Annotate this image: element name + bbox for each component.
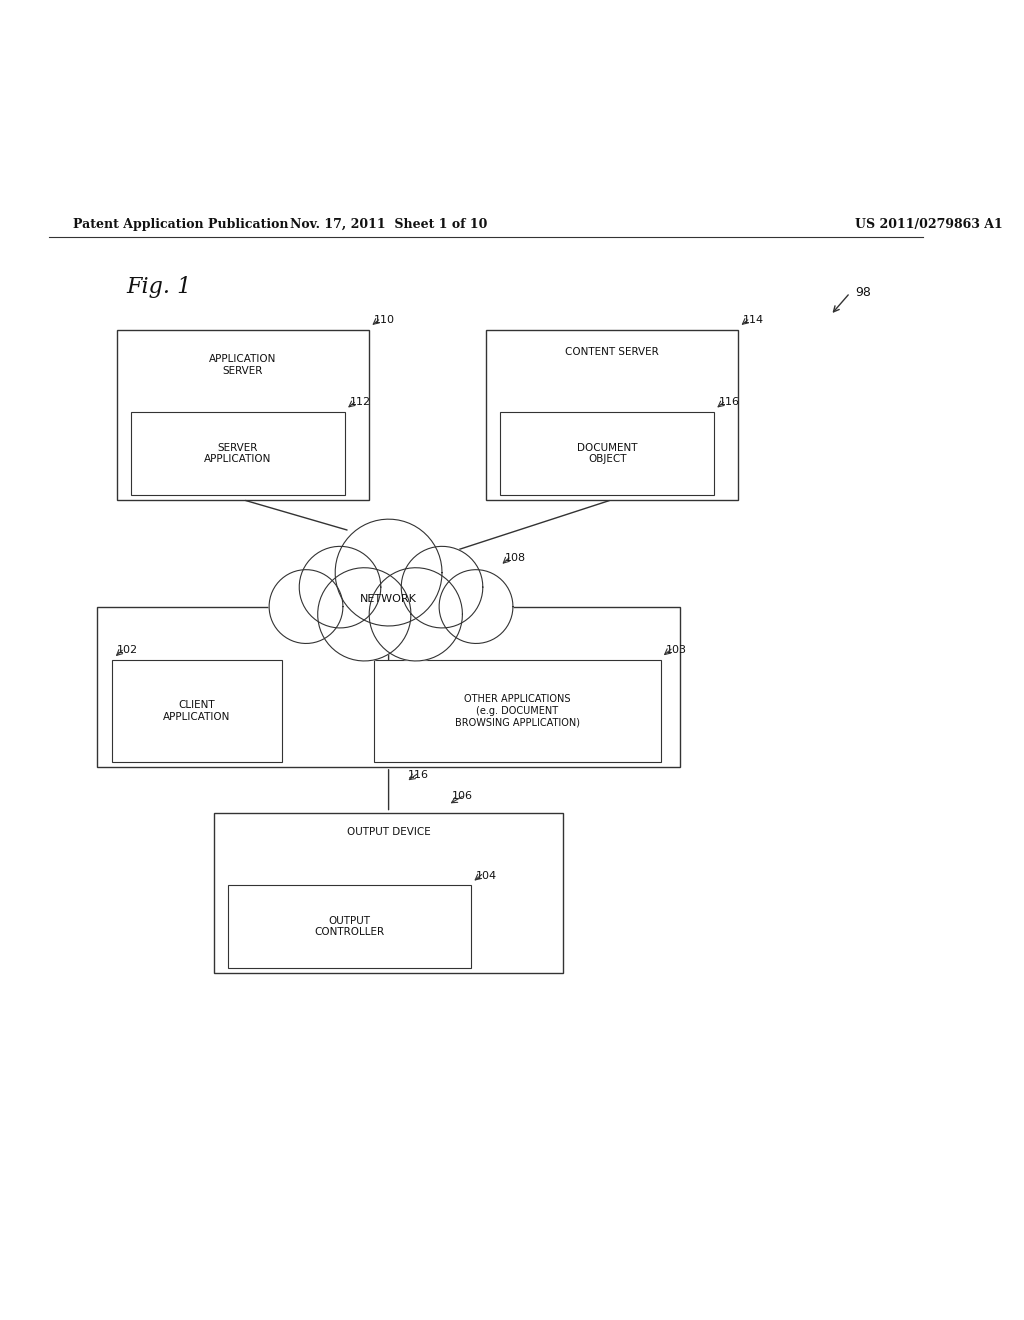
Text: 116: 116 <box>408 770 429 780</box>
Circle shape <box>299 546 381 628</box>
FancyBboxPatch shape <box>501 412 714 495</box>
FancyBboxPatch shape <box>112 660 282 762</box>
Text: 102: 102 <box>117 645 137 655</box>
Text: OUTPUT
CONTROLLER: OUTPUT CONTROLLER <box>314 916 385 937</box>
Text: 106: 106 <box>452 791 472 801</box>
Circle shape <box>269 570 343 643</box>
Text: 100: 100 <box>459 585 479 595</box>
FancyBboxPatch shape <box>117 330 370 500</box>
Text: 108: 108 <box>505 553 526 562</box>
Text: Nov. 17, 2011  Sheet 1 of 10: Nov. 17, 2011 Sheet 1 of 10 <box>290 218 487 231</box>
Text: OTHER APPLICATIONS
(e.g. DOCUMENT
BROWSING APPLICATION): OTHER APPLICATIONS (e.g. DOCUMENT BROWSI… <box>455 694 580 727</box>
Text: APPLICATION
SERVER: APPLICATION SERVER <box>209 354 276 376</box>
Text: CONTENT SERVER: CONTENT SERVER <box>565 347 658 358</box>
Text: Patent Application Publication: Patent Application Publication <box>73 218 289 231</box>
FancyBboxPatch shape <box>485 330 738 500</box>
Circle shape <box>317 568 411 661</box>
FancyBboxPatch shape <box>97 607 680 767</box>
Circle shape <box>439 570 513 643</box>
FancyBboxPatch shape <box>131 412 345 495</box>
Text: 98: 98 <box>855 286 870 298</box>
FancyBboxPatch shape <box>374 660 660 762</box>
Circle shape <box>335 519 442 626</box>
Text: Fig. 1: Fig. 1 <box>126 276 191 298</box>
FancyBboxPatch shape <box>214 813 563 973</box>
Text: 110: 110 <box>374 315 395 325</box>
Text: US 2011/0279863 A1: US 2011/0279863 A1 <box>855 218 1002 231</box>
Text: CLIENT
APPLICATION: CLIENT APPLICATION <box>163 700 230 722</box>
Text: 103: 103 <box>666 645 686 655</box>
Text: NETWORK: NETWORK <box>360 594 417 603</box>
Circle shape <box>401 546 483 628</box>
Text: 114: 114 <box>743 315 764 325</box>
Text: INFORMATION APPARATUS: INFORMATION APPARATUS <box>321 618 457 628</box>
Text: SERVER
APPLICATION: SERVER APPLICATION <box>205 442 271 465</box>
Text: 104: 104 <box>476 870 497 880</box>
FancyBboxPatch shape <box>228 886 471 968</box>
Text: 112: 112 <box>350 397 371 408</box>
Circle shape <box>370 568 463 661</box>
Text: 116: 116 <box>719 397 740 408</box>
Text: DOCUMENT
OBJECT: DOCUMENT OBJECT <box>577 442 637 465</box>
Text: OUTPUT DEVICE: OUTPUT DEVICE <box>347 828 430 837</box>
